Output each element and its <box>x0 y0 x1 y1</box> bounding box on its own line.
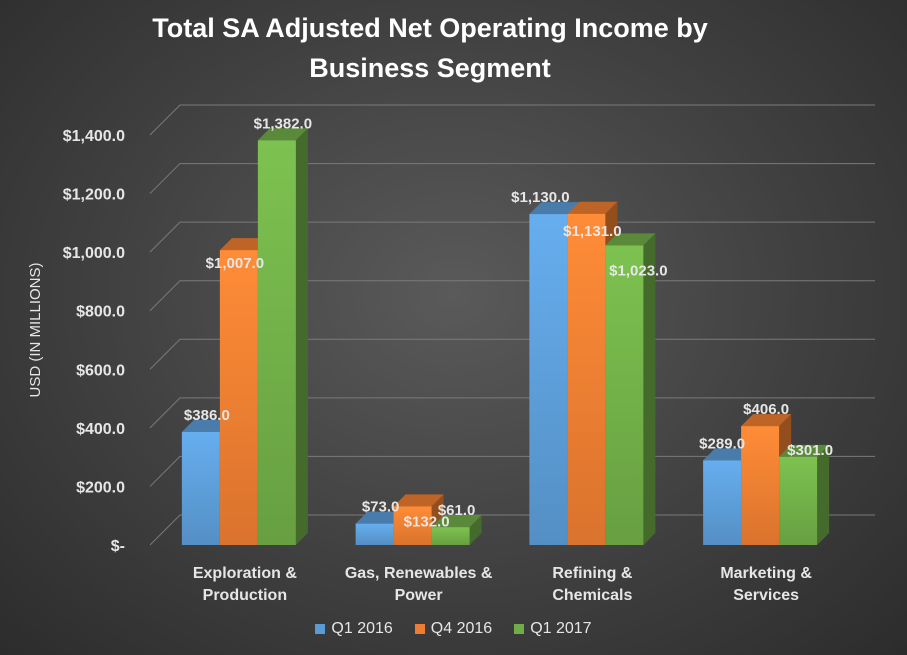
gridline <box>149 104 875 136</box>
x-tick-label: Chemicals <box>552 587 632 604</box>
bar <box>181 431 220 545</box>
legend-swatch <box>315 624 326 634</box>
data-label: $386.0 <box>184 407 230 424</box>
bar-top <box>219 238 270 251</box>
bar <box>703 460 742 545</box>
x-tick-label: Marketing & <box>720 565 812 582</box>
y-tick-label: $200.0 <box>76 479 125 496</box>
y-tick-label: $600.0 <box>76 362 125 379</box>
bar-top <box>741 414 792 427</box>
bar-top <box>529 202 580 215</box>
data-label: $61.0 <box>438 502 476 519</box>
y-axis-label: USD (IN MILLIONS) <box>27 262 44 397</box>
x-tick-label: Refining & <box>552 565 632 582</box>
y-tick-label: $400.0 <box>76 421 125 438</box>
legend-label: Q1 2016 <box>331 620 393 637</box>
bar-top <box>181 419 232 432</box>
legend-item: Q1 2017 <box>514 620 592 638</box>
bar <box>393 506 432 545</box>
bar-top <box>431 515 482 528</box>
legend-swatch <box>514 624 525 634</box>
gridline <box>149 163 875 194</box>
x-tick-label: Production <box>203 587 287 604</box>
bar-side <box>643 233 656 545</box>
bar <box>431 527 470 545</box>
data-label: $1,023.0 <box>609 262 667 279</box>
bar-side <box>469 515 482 545</box>
bar <box>779 456 818 545</box>
x-tick-label: Exploration & <box>193 565 297 582</box>
bar-top <box>779 444 830 457</box>
bar <box>567 213 606 545</box>
legend-item: Q1 2016 <box>315 620 393 638</box>
x-tick-label: Gas, Renewables & <box>345 565 493 582</box>
chart-legend: Q1 2016 Q4 2016 Q1 2017 <box>0 620 907 638</box>
data-label: $289.0 <box>699 435 745 452</box>
y-tick-label: $- <box>111 538 125 555</box>
bar <box>605 245 644 545</box>
bar-side <box>295 128 308 545</box>
bar-top <box>393 494 444 507</box>
chart-title-line-2: Business Segment <box>309 53 551 83</box>
data-label: $132.0 <box>404 513 450 530</box>
bar-top <box>567 201 618 214</box>
bar <box>741 426 780 545</box>
data-label: $1,007.0 <box>206 255 264 272</box>
data-label: $1,131.0 <box>563 223 621 240</box>
gridline <box>149 221 875 253</box>
bar <box>529 214 568 546</box>
data-label: $301.0 <box>787 442 833 459</box>
legend-swatch <box>414 624 425 634</box>
legend-label: Q1 2017 <box>530 620 592 637</box>
y-tick-label: $800.0 <box>76 304 125 321</box>
legend-label: Q4 2016 <box>430 620 493 637</box>
data-label: $1,130.0 <box>511 189 569 206</box>
data-label: $406.0 <box>743 401 789 418</box>
bar-top <box>605 233 656 246</box>
bar-top <box>355 511 406 524</box>
bar-top <box>257 128 308 141</box>
y-tick-label: $1,400.0 <box>63 128 125 145</box>
y-tick-label: $1,200.0 <box>63 187 125 204</box>
data-label: $73.0 <box>362 499 400 516</box>
x-tick-label: Power <box>395 587 443 604</box>
bar <box>355 523 394 545</box>
chart-title: Total SA Adjusted Net Operating Income b… <box>60 8 800 88</box>
bar-top <box>703 448 754 461</box>
y-tick-label: $1,000.0 <box>63 245 125 262</box>
bar <box>257 140 296 545</box>
data-label: $1,382.0 <box>254 115 312 132</box>
legend-item: Q4 2016 <box>414 620 493 638</box>
bars <box>181 128 830 546</box>
bar <box>219 250 258 546</box>
x-tick-label: Services <box>733 587 799 604</box>
chart-title-line-1: Total SA Adjusted Net Operating Income b… <box>152 13 708 43</box>
bar-side <box>817 444 830 545</box>
